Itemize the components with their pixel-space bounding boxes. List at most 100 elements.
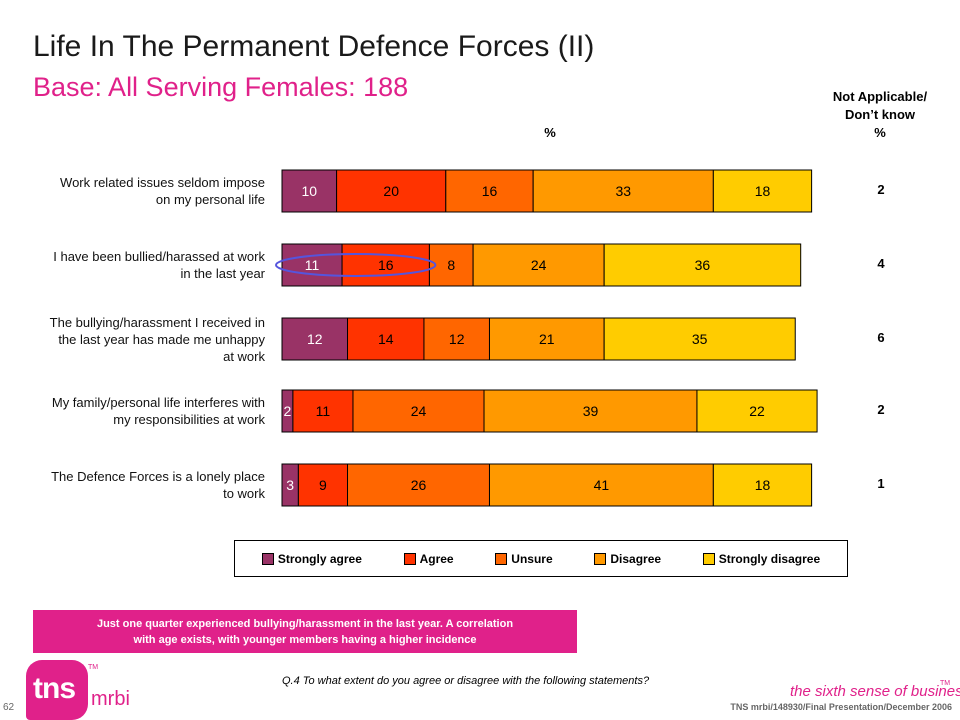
na-header-line3: % xyxy=(874,125,886,140)
legend-swatch xyxy=(403,552,416,565)
tagline-tm: TM xyxy=(940,680,951,687)
bar-value-label: 16 xyxy=(482,183,498,199)
bar-value-label: 20 xyxy=(383,183,399,199)
row-label-line: Work related issues seldom impose xyxy=(60,175,265,190)
bar-value-label: 9 xyxy=(319,477,327,493)
legend-label: Strongly agree xyxy=(277,551,362,566)
callout-line1: Just one quarter experienced bullying/ha… xyxy=(96,618,514,630)
bar-value-label: 10 xyxy=(302,183,318,199)
not-applicable-value: 2 xyxy=(877,182,885,197)
row-label-line: on my personal life xyxy=(155,192,265,207)
bar-segment-strongly-agree xyxy=(281,243,343,287)
chart-legend: Strongly agree Agree Unsure Disagree Strongl… xyxy=(234,540,848,577)
na-header-line2: Don’t know xyxy=(844,107,916,122)
row-label-line: my responsibilities at work xyxy=(113,412,265,427)
legend-swatch xyxy=(495,552,508,565)
callout-line2: with age exists, with younger members ha… xyxy=(133,634,477,646)
legend-label: Unsure xyxy=(511,551,553,566)
bar-segment-unsure xyxy=(428,243,474,287)
bar-segment-disagree xyxy=(532,169,714,213)
bar-segment-agree xyxy=(297,463,349,507)
slide-subtitle: Base: All Serving Females: 188 xyxy=(33,72,409,102)
bar-value-label: 21 xyxy=(539,331,555,347)
row-label-line: at work xyxy=(223,348,265,364)
legend-label: Agree xyxy=(419,551,454,566)
legend-swatch xyxy=(702,552,715,565)
not-applicable-header: Not Applicable/ Don’t know % xyxy=(800,88,960,142)
legend-label: Disagree xyxy=(610,551,662,566)
legend-label: Strongly disagree xyxy=(718,551,821,566)
bar-segment-unsure xyxy=(347,463,490,507)
row-label-line: in the last year xyxy=(180,266,265,281)
callout-box: Just one quarter experienced bullying/ha… xyxy=(33,610,577,653)
bar-segment-disagree xyxy=(483,389,698,433)
bar-value-label: 14 xyxy=(378,331,394,347)
na-header-line1: Not Applicable/ xyxy=(832,89,928,104)
row-label-line: to work xyxy=(223,486,265,501)
row-label: The bullying/harassment I received in the… xyxy=(0,314,265,365)
row-label: My family/personal life interferes with m… xyxy=(0,394,265,428)
question-text: Q.4 To what extent do you agree or disag… xyxy=(282,675,650,687)
logo-tm: TM xyxy=(88,664,99,671)
row-label: Work related issues seldom impose on my p… xyxy=(0,174,265,208)
not-applicable-value: 6 xyxy=(877,330,885,345)
bar-value-label: 36 xyxy=(695,257,711,273)
not-applicable-value: 1 xyxy=(877,476,885,491)
bar-value-label: 18 xyxy=(755,183,771,199)
bar-segment-strongly-disagree xyxy=(603,317,796,361)
bar-value-label: 41 xyxy=(594,477,610,493)
bar-value-label: 26 xyxy=(411,477,427,493)
bar-segment-agree xyxy=(292,389,354,433)
bar-value-label: 16 xyxy=(378,257,394,273)
logo-sub-text: mrbi xyxy=(91,688,130,710)
tns-logo xyxy=(26,660,88,720)
legend-swatch xyxy=(594,552,607,565)
not-applicable-value: 4 xyxy=(877,256,885,271)
bar-segment-unsure xyxy=(423,317,490,361)
bar-value-label: 24 xyxy=(411,403,427,419)
row-label-line: My family/personal life interferes with xyxy=(51,395,265,410)
bar-value-label: 11 xyxy=(316,403,331,419)
bar-value-label: 39 xyxy=(583,403,599,419)
bar-value-label: 33 xyxy=(615,183,631,199)
bar-value-label: 22 xyxy=(749,403,765,419)
bar-segment-strongly-disagree xyxy=(712,169,813,213)
bar-value-label: 8 xyxy=(447,257,455,273)
highlight-ellipse xyxy=(275,253,437,277)
legend-item: Strongly disagree xyxy=(702,551,821,566)
row-label-line: The bullying/harassment I received in xyxy=(49,314,265,330)
bar-segment-agree xyxy=(341,243,430,287)
bar-segment-unsure xyxy=(445,169,534,213)
tagline: the sixth sense of business xyxy=(790,683,960,700)
bar-segment-disagree xyxy=(488,317,605,361)
bar-value-label: 35 xyxy=(692,331,708,347)
bar-segment-strongly-disagree xyxy=(603,243,802,287)
bar-value-label: 11 xyxy=(305,257,320,273)
bar-value-label: 12 xyxy=(307,331,323,347)
bar-segment-strongly-disagree xyxy=(712,463,813,507)
slide-title: Life In The Permanent Defence Forces (II… xyxy=(33,30,595,63)
bar-value-label: 18 xyxy=(755,477,771,493)
legend-item: Disagree xyxy=(594,552,661,566)
row-label-line: I have been bullied/harassed at work xyxy=(53,249,265,264)
row-label: The Defence Forces is a lonely place to w… xyxy=(0,468,265,502)
row-label-line: The Defence Forces is a lonely place xyxy=(51,469,265,484)
bar-value-label: 12 xyxy=(449,331,465,347)
bar-value-label: 24 xyxy=(531,257,547,273)
bar-value-label: 2 xyxy=(284,403,292,419)
bar-value-label: 3 xyxy=(286,477,294,493)
row-label-line: the last year has made me unhappy xyxy=(58,331,265,347)
legend-item: Strongly agree xyxy=(261,551,362,566)
not-applicable-value: 2 xyxy=(877,402,885,417)
logo-text: tns xyxy=(33,672,76,705)
bar-segment-strongly-disagree xyxy=(696,389,818,433)
bar-segment-agree xyxy=(347,317,425,361)
row-label: I have been bullied/harassed at work in t… xyxy=(0,248,265,282)
legend-item: Agree xyxy=(403,551,454,566)
page-number: 62 xyxy=(3,702,15,713)
legend-swatch xyxy=(261,552,274,565)
footer-reference: TNS mrbi/148930/Final Presentation/Decem… xyxy=(730,702,952,712)
percent-header: % xyxy=(544,125,556,140)
legend-item: Unsure xyxy=(495,551,553,566)
